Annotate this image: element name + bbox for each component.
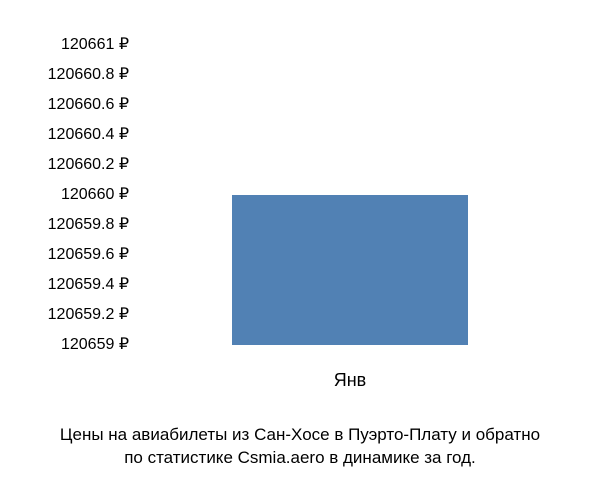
y-tick: 120660.6 ₽ [48, 90, 129, 120]
y-tick: 120659.6 ₽ [48, 240, 129, 270]
y-tick: 120659.4 ₽ [48, 270, 129, 300]
y-tick: 120660.2 ₽ [48, 150, 129, 180]
y-tick: 120661 ₽ [61, 30, 129, 60]
chart-caption: Цены на авиабилеты из Сан-Хосе в Пуэрто-… [0, 424, 600, 470]
y-tick: 120660 ₽ [61, 180, 129, 210]
y-tick: 120659 ₽ [61, 330, 129, 360]
plot-area [135, 30, 565, 360]
y-tick: 120659.8 ₽ [48, 210, 129, 240]
caption-line-2: по статистике Csmia.aero в динамике за г… [124, 448, 476, 467]
plot-row: 120661 ₽ 120660.8 ₽ 120660.6 ₽ 120660.4 … [0, 30, 600, 360]
y-tick: 120660.8 ₽ [48, 60, 129, 90]
y-axis: 120661 ₽ 120660.8 ₽ 120660.6 ₽ 120660.4 … [0, 30, 135, 360]
y-tick: 120660.4 ₽ [48, 120, 129, 150]
y-tick: 120659.2 ₽ [48, 300, 129, 330]
x-tick: Янв [334, 370, 367, 391]
caption-line-1: Цены на авиабилеты из Сан-Хосе в Пуэрто-… [60, 425, 540, 444]
bar-chart: 120661 ₽ 120660.8 ₽ 120660.6 ₽ 120660.4 … [0, 30, 600, 391]
bar [232, 195, 469, 345]
x-axis: Янв [135, 360, 565, 391]
